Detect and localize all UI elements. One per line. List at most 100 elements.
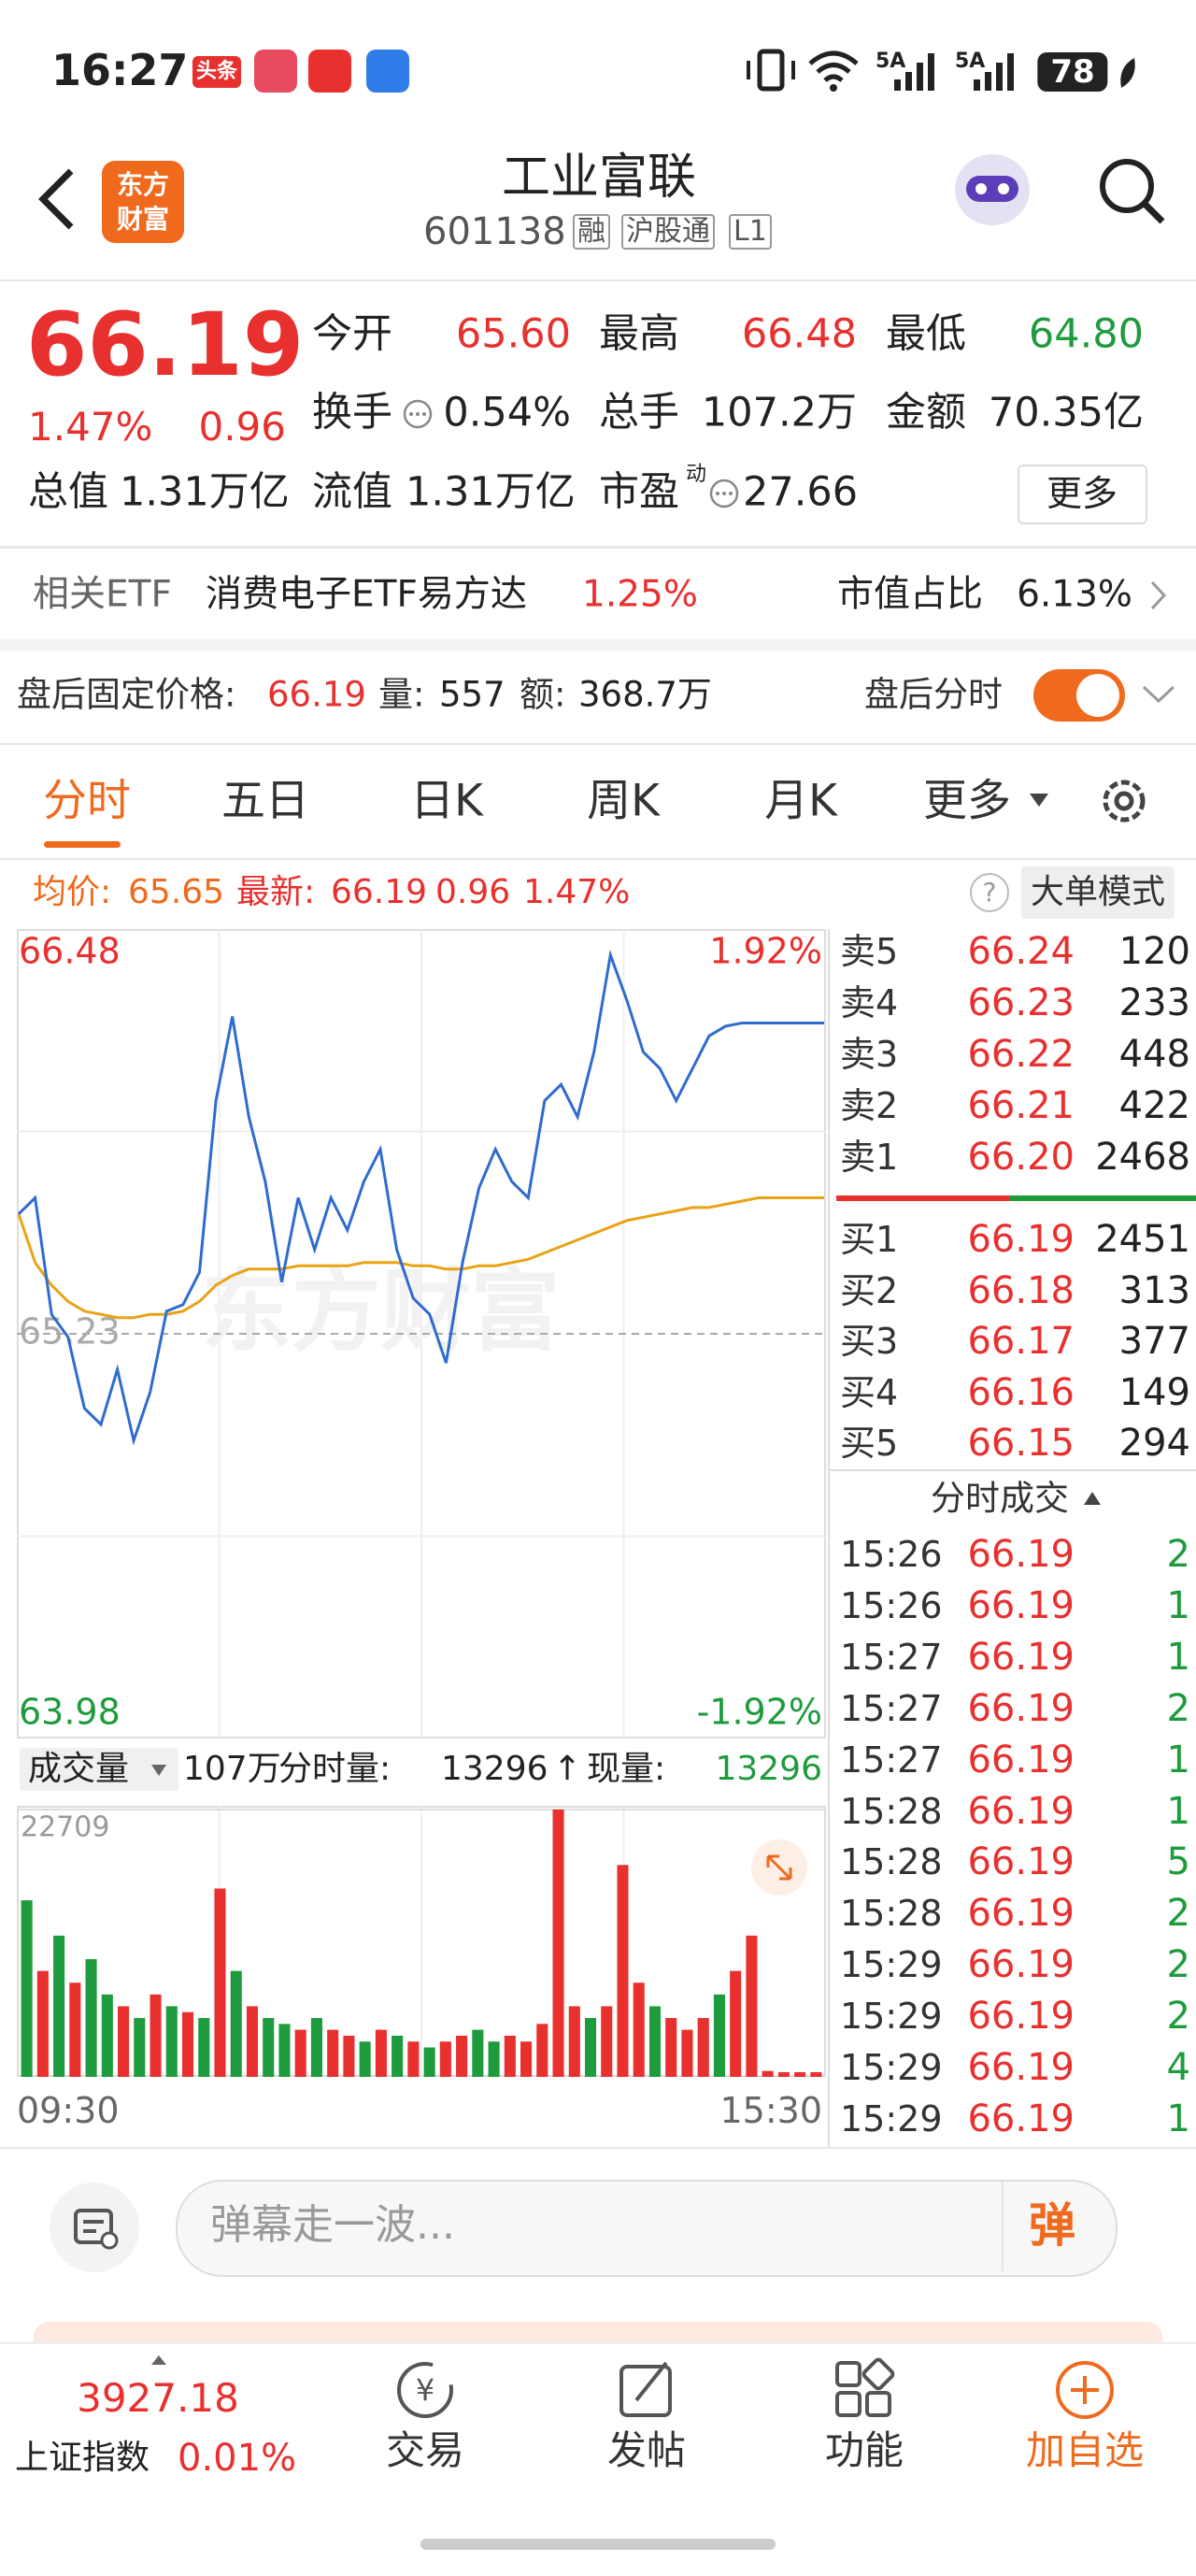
danmaku-button[interactable]: 弹 (1029, 2198, 1075, 2253)
y-tick-label: 22709 (21, 1811, 109, 1844)
divider (0, 743, 1196, 745)
volume-bar (472, 2029, 484, 2077)
book-label: 卖5 (840, 931, 899, 972)
book-price: 66.19 (967, 1943, 1075, 1987)
y2-tick-label: -1.92% (697, 1692, 822, 1733)
field-label: 今开 (312, 310, 392, 358)
assistant-avatar[interactable] (946, 148, 1039, 232)
book-volume: 422 (1118, 1083, 1190, 1127)
tab[interactable]: 周K (587, 775, 660, 827)
index-value[interactable]: 3927.18 (77, 2375, 239, 2421)
tab[interactable]: 分时 (43, 775, 131, 827)
volume-bar (746, 1935, 758, 2077)
chevron[interactable] (1147, 580, 1170, 611)
bottom-nav (0, 2342, 1196, 2576)
book-volume: 1 (1166, 1738, 1190, 1782)
toggle[interactable] (1033, 669, 1125, 722)
field-value: 107.2万 (701, 389, 857, 436)
book-label: 卖2 (840, 1084, 899, 1126)
volume-bar (118, 2006, 130, 2077)
now-vol-label: 现量: (587, 1750, 666, 1788)
tab[interactable]: 月K (764, 775, 837, 827)
info-icon[interactable] (708, 478, 740, 509)
volume-bar (181, 2011, 194, 2077)
wifi-icon (808, 50, 859, 92)
indicator-selector[interactable] (20, 1748, 178, 1791)
back-button[interactable] (34, 166, 80, 232)
volume-bar (456, 2035, 468, 2077)
nav-item[interactable]: 发帖 (606, 2427, 687, 2473)
y2-tick-label: 1.92% (709, 931, 822, 972)
volume-bar (617, 1865, 629, 2077)
volume-bar (53, 1935, 65, 2077)
book-volume: 313 (1118, 1268, 1190, 1312)
volume-bar (536, 2024, 548, 2077)
latest-label: 最新: (236, 873, 316, 911)
status-icon (308, 50, 351, 93)
book-price: 66.23 (967, 980, 1075, 1024)
info-icon[interactable] (402, 398, 434, 430)
book-volume: 1 (1166, 1635, 1190, 1679)
nav-icon (1056, 2361, 1114, 2419)
book-price: 66.21 (967, 1083, 1075, 1127)
book-price: 66.16 (967, 1370, 1075, 1414)
nav-item[interactable]: 功能 (824, 2427, 904, 2473)
book-label: 15:29 (840, 1996, 943, 2038)
stock-name: 工业富联 (501, 150, 697, 206)
avg-label: 均价: (33, 873, 112, 911)
more-button[interactable] (1018, 465, 1147, 524)
tab[interactable]: 五日 (221, 775, 309, 827)
volume-bar (568, 2006, 580, 2077)
divider (830, 1469, 1196, 1471)
field-value: 66.48 (741, 310, 857, 358)
volume-bar (439, 2041, 451, 2077)
x-tick-label: 09:30 (17, 2090, 120, 2131)
book-price: 66.17 (967, 1320, 1075, 1363)
indicator-label: 成交量 (28, 1750, 130, 1788)
stock-code: 601138 (423, 210, 566, 253)
nav-item[interactable]: 加自选 (1025, 2427, 1145, 2473)
after-hours-price: 66.19 (267, 674, 366, 715)
volume-bar (810, 2071, 822, 2077)
input-divider (1002, 2182, 1004, 2271)
y-tick-label: 63.98 (19, 1692, 121, 1733)
volume-bar (359, 2041, 371, 2077)
mode-button[interactable]: 大单模式 (1020, 866, 1175, 919)
volume-bar (730, 1970, 742, 2077)
help-button[interactable]: ? (970, 873, 1009, 912)
status-icon (366, 50, 409, 93)
volume-bar (101, 1994, 113, 2077)
book-volume: 2 (1166, 1533, 1190, 1576)
chevron-down[interactable] (1140, 682, 1177, 707)
book-volume: 4 (1166, 2046, 1190, 2089)
book-price: 66.20 (967, 1135, 1075, 1179)
tab[interactable]: 更多 (923, 775, 1011, 827)
status-icon (254, 50, 297, 93)
home-indicator (420, 2539, 776, 2550)
book-volume: 1 (1166, 1583, 1190, 1627)
amount-label: 额: (520, 674, 566, 715)
volume-bar (214, 1888, 226, 2077)
book-label: 卖4 (840, 981, 899, 1023)
search-button[interactable] (1095, 154, 1170, 229)
volume-bar (423, 2047, 435, 2077)
comment-input[interactable] (176, 2180, 1118, 2277)
nav-item[interactable]: 交易 (385, 2427, 465, 2473)
index-pct[interactable]: 0.01% (178, 2437, 297, 2480)
book-price: 66.19 (967, 1840, 1075, 1884)
field-label: 总值 (28, 468, 108, 516)
settings-button[interactable] (1096, 773, 1152, 829)
book-label: 15:28 (840, 1790, 943, 1832)
book-price: 66.19 (967, 1789, 1075, 1833)
index-name[interactable]: 上证指数 (15, 2439, 150, 2477)
volume-bar (504, 2035, 516, 2077)
volume-bar (697, 2018, 709, 2077)
comment-icon[interactable] (50, 2182, 139, 2272)
etf-name: 消费电子ETF易方达 (206, 573, 527, 616)
trades-title: 分时成交 (931, 1478, 1069, 1519)
y-tick-label: 66.48 (19, 931, 121, 972)
book-label: 15:27 (840, 1636, 943, 1678)
book-price: 66.19 (967, 2046, 1075, 2089)
tab[interactable]: 日K (410, 775, 483, 827)
book-label: 15:26 (840, 1534, 943, 1575)
